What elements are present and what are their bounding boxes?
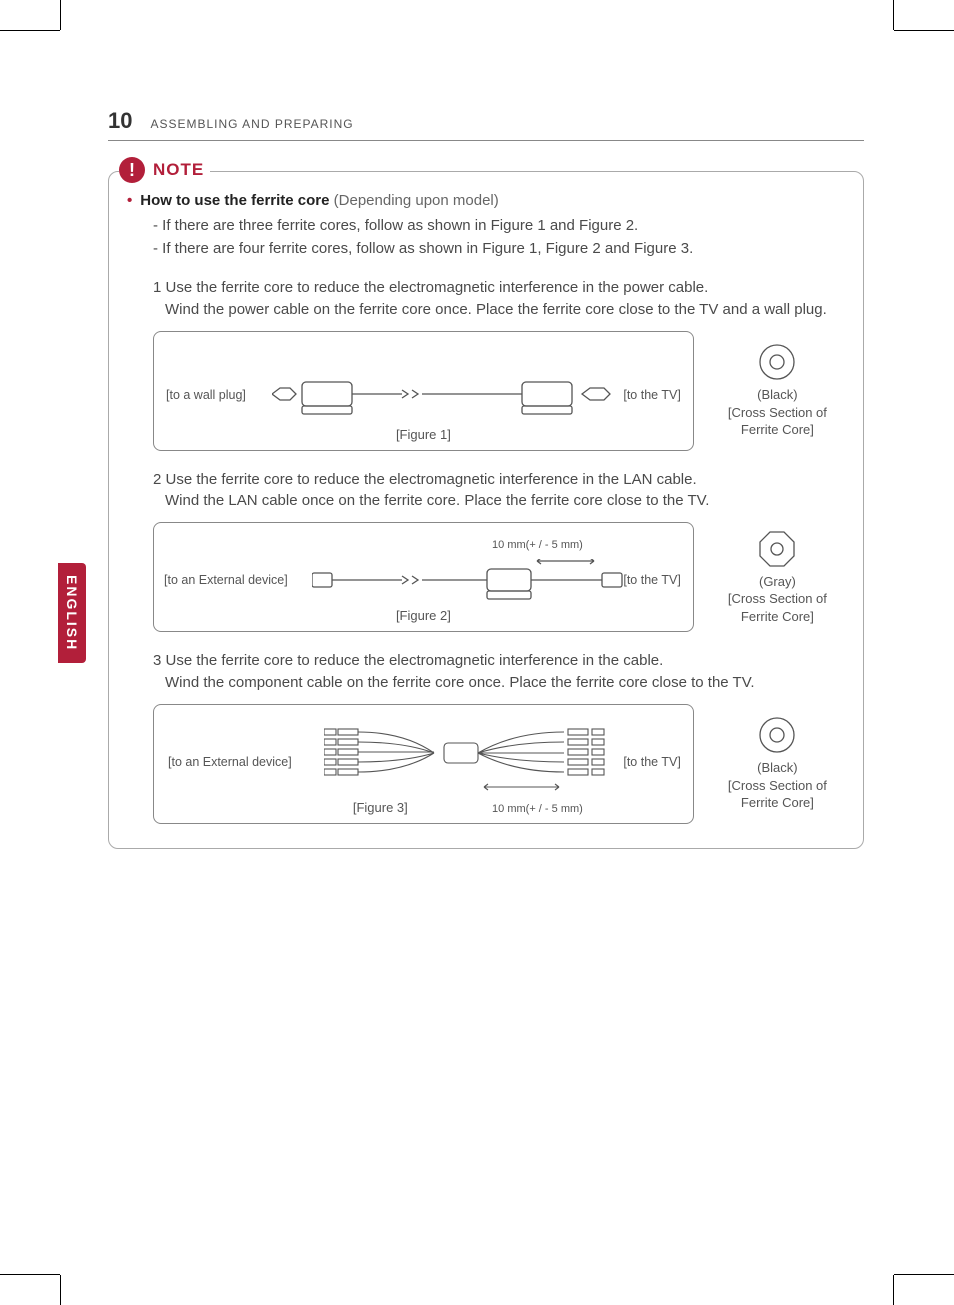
circle-icon: [710, 715, 845, 755]
step-3: 3 Use the ferrite core to reduce the ele…: [153, 650, 845, 694]
cross-section-3: (Black) [Cross Section of Ferrite Core]: [710, 715, 845, 812]
note-box: ! NOTE • How to use the ferrite core (De…: [108, 171, 864, 849]
crop-mark: [894, 1274, 954, 1275]
step-3-line2: Wind the component cable on the ferrite …: [165, 672, 845, 694]
crop-mark: [0, 1274, 60, 1275]
fig2-diagram: [312, 559, 632, 603]
cross3-color: (Black): [710, 759, 845, 777]
cross2-color: (Gray): [710, 573, 845, 591]
cross1-line2: Ferrite Core]: [710, 421, 845, 439]
octagon-icon: [710, 529, 845, 569]
alert-icon: !: [119, 157, 145, 183]
crop-mark: [894, 30, 954, 31]
figure-1-row: [to a wall plug] [to the TV] [Figure 1]: [153, 331, 845, 451]
cross-section-2: (Gray) [Cross Section of Ferrite Core]: [710, 529, 845, 626]
cross3-line2: Ferrite Core]: [710, 794, 845, 812]
fig3-dim: 10 mm(+ / - 5 mm): [492, 803, 583, 815]
cross1-color: (Black): [710, 386, 845, 404]
fig3-left-label: [to an External device]: [168, 755, 292, 769]
step-2-text: Use the ferrite core to reduce the elect…: [166, 471, 697, 488]
step-1-line2: Wind the power cable on the ferrite core…: [165, 299, 845, 321]
bullet-text: How to use the ferrite core (Depending u…: [140, 192, 499, 209]
step-1-text: Use the ferrite core to reduce the elect…: [166, 279, 709, 296]
step-2: 2 Use the ferrite core to reduce the ele…: [153, 469, 845, 513]
fig1-left-label: [to a wall plug]: [166, 388, 246, 402]
section-title: ASSEMBLING AND PREPARING: [150, 117, 353, 131]
fig1-caption: [Figure 1]: [396, 427, 451, 442]
step-3-num: 3: [153, 652, 161, 669]
page-header: 10 ASSEMBLING AND PREPARING: [108, 108, 864, 141]
figure-2-row: [to an External device] [to the TV] 10 m…: [153, 522, 845, 632]
fig1-right-label: [to the TV]: [623, 388, 680, 402]
cross-section-1: (Black) [Cross Section of Ferrite Core]: [710, 342, 845, 439]
language-tab: ENGLISH: [58, 563, 86, 663]
fig2-caption: [Figure 2]: [396, 608, 451, 623]
figure-2-box: [to an External device] [to the TV] 10 m…: [153, 522, 694, 632]
crop-mark: [893, 1275, 894, 1305]
alert-glyph: !: [129, 160, 135, 181]
figure-1-box: [to a wall plug] [to the TV] [Figure 1]: [153, 331, 694, 451]
fig1-diagram: [272, 370, 612, 418]
cross1-line1: [Cross Section of: [710, 404, 845, 422]
bullet-light: (Depending upon model): [329, 192, 498, 209]
note-heading: ! NOTE: [119, 157, 210, 183]
fig3-caption: [Figure 3]: [353, 800, 408, 815]
fig3-diagram: [324, 723, 644, 797]
crop-mark: [60, 1275, 61, 1305]
cross2-line2: Ferrite Core]: [710, 608, 845, 626]
note-label: NOTE: [153, 160, 204, 180]
step-2-num: 2: [153, 471, 161, 488]
fig2-dim: 10 mm(+ / - 5 mm): [492, 539, 583, 551]
crop-mark: [0, 30, 60, 31]
cross2-line1: [Cross Section of: [710, 590, 845, 608]
step-1: 1 Use the ferrite core to reduce the ele…: [153, 277, 845, 321]
step-2-line2: Wind the LAN cable once on the ferrite c…: [165, 490, 845, 512]
page-body: 10 ASSEMBLING AND PREPARING ENGLISH ! NO…: [108, 108, 864, 1215]
sub-line-2: - If there are four ferrite cores, follo…: [153, 238, 845, 259]
bullet-icon: •: [127, 192, 132, 209]
figure-3-row: [to an External device] [to the TV] 10 m…: [153, 704, 845, 824]
page-number: 10: [108, 108, 132, 134]
cross3-line1: [Cross Section of: [710, 777, 845, 795]
crop-mark: [893, 0, 894, 30]
step-1-num: 1: [153, 279, 161, 296]
sub-line-1: - If there are three ferrite cores, foll…: [153, 215, 845, 236]
step-3-text: Use the ferrite core to reduce the elect…: [166, 652, 664, 669]
figure-3-box: [to an External device] [to the TV] 10 m…: [153, 704, 694, 824]
crop-mark: [60, 0, 61, 30]
bullet-row: • How to use the ferrite core (Depending…: [127, 192, 845, 209]
circle-icon: [710, 342, 845, 382]
bullet-bold: How to use the ferrite core: [140, 192, 329, 209]
fig2-left-label: [to an External device]: [164, 573, 288, 587]
